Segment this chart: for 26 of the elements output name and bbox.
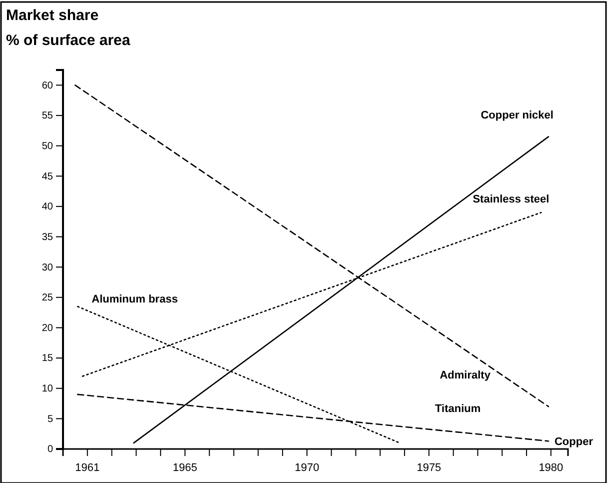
y-tick-label: 10 <box>42 384 54 395</box>
x-tick-label: 1965 <box>172 462 198 474</box>
chart-title: Market share <box>6 7 99 24</box>
y-tick-label: 55 <box>42 110 54 122</box>
y-tick-label: 25 <box>42 292 54 304</box>
series-label: Copper <box>554 436 594 448</box>
y-tick-label: 0 <box>47 444 54 456</box>
series-label: Aluminum brass <box>92 293 178 306</box>
chart-subtitle: % of surface area <box>6 32 131 49</box>
y-tick-label: 30 <box>42 262 54 274</box>
y-tick-label: 45 <box>42 171 54 182</box>
y-tick-label: 15 <box>42 353 54 364</box>
x-tick-label: 1970 <box>294 462 320 474</box>
series-label: Stainless steel <box>472 194 550 206</box>
series-label: Copper nickel <box>480 110 554 122</box>
y-tick-label: 5 <box>47 414 54 425</box>
x-tick-label: 1961 <box>75 462 100 474</box>
x-tick-label: 1975 <box>416 462 442 474</box>
y-tick-label: 40 <box>42 202 54 213</box>
x-tick-label: 1980 <box>538 462 564 474</box>
annotation: Titanium <box>435 403 481 415</box>
y-tick-label: 35 <box>42 232 54 243</box>
series-label: Admiralty <box>440 370 492 382</box>
y-tick-label: 60 <box>42 80 54 92</box>
y-tick-label: 20 <box>42 322 54 334</box>
y-tick-label: 50 <box>42 141 54 152</box>
